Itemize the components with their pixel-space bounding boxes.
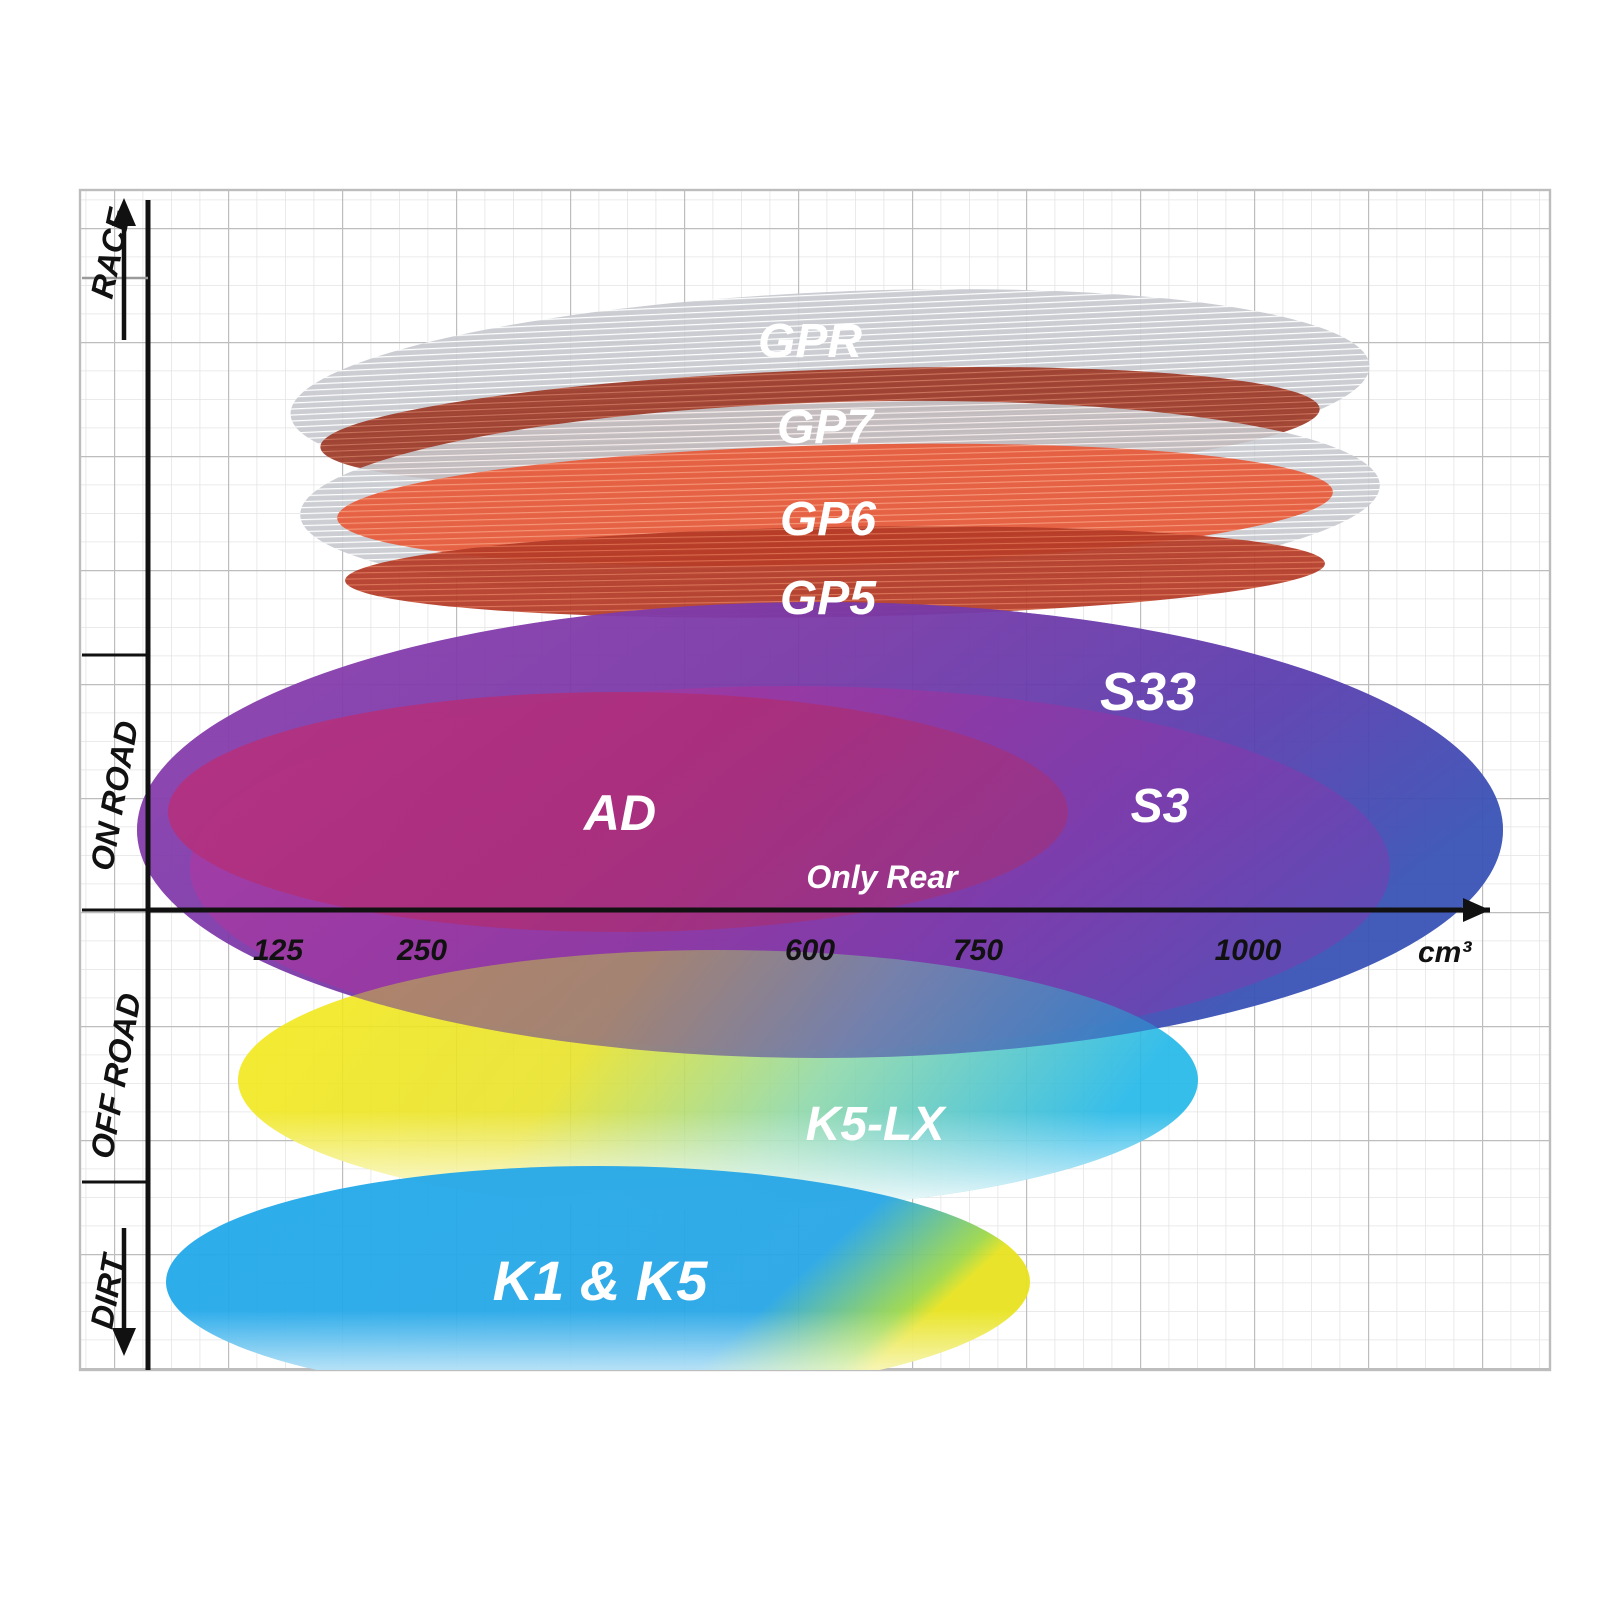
x-tick-250: 250: [396, 934, 447, 967]
x-axis-unit: cm³: [1418, 936, 1472, 969]
series-label-gpr: GPR: [758, 315, 862, 368]
series-label-s3: S3: [1131, 780, 1190, 833]
series-label-s33: S33: [1100, 662, 1196, 722]
x-tick-1000: 1000: [1215, 934, 1282, 967]
race-arrow-icon: [112, 198, 136, 340]
series-label-k5lx: K5-LX: [806, 1098, 948, 1151]
series-label-ad: AD: [582, 785, 656, 841]
series-label-gp7: GP7: [777, 401, 875, 454]
x-tick-600: 600: [785, 934, 835, 967]
axis-lines: [145, 200, 1490, 1370]
category-dividers: [82, 276, 148, 1184]
x-tick-750: 750: [953, 934, 1003, 967]
annotation-only-rear: Only Rear: [806, 859, 959, 895]
series-label-gp5: GP5: [780, 572, 877, 625]
overlay-s33-lower: [137, 602, 1503, 1058]
series-label-k1k5: K1 & K5: [493, 1249, 709, 1312]
dirt-arrow-icon: [112, 1228, 136, 1356]
x-tick-125: 125: [253, 934, 304, 967]
series-label-gp6: GP6: [780, 493, 876, 546]
series-gp5: [345, 526, 1325, 618]
series-k1k5: [166, 1166, 1030, 1370]
